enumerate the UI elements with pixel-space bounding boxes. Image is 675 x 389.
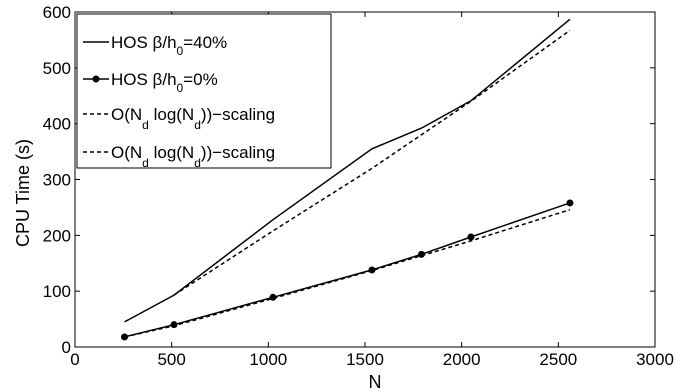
y-tick-label: 100 xyxy=(43,282,71,301)
y-tick-label: 200 xyxy=(43,226,71,245)
legend-label: O(Nd log(Nd))−scaling xyxy=(111,143,275,170)
data-point xyxy=(368,266,376,274)
legend-label: HOS β/h0=40% xyxy=(111,33,227,58)
x-tick-label: 2000 xyxy=(443,350,481,369)
axes: 0 500 1000 1500 2000 2500 3000 0 100 200 300 400 500… xyxy=(43,3,674,369)
y-axis-label: CPU Time (s) xyxy=(13,139,33,247)
x-tick-label: 1500 xyxy=(346,350,384,369)
x-tick-label: 1000 xyxy=(249,350,287,369)
legend-label: O(Nd log(Nd))−scaling xyxy=(111,105,275,132)
data-point xyxy=(120,333,128,341)
legend-marker xyxy=(92,75,100,83)
data-point xyxy=(566,199,574,207)
plot-area xyxy=(120,18,574,341)
y-tick-label: 300 xyxy=(43,171,71,190)
x-tick-label: 3000 xyxy=(636,350,674,369)
series-line-2 xyxy=(124,202,571,338)
legend: HOS β/h0=40% HOS β/h0=0% O(Nd log(Nd))−sca… xyxy=(76,13,332,170)
data-point xyxy=(269,293,277,301)
series-line-4 xyxy=(124,208,571,338)
y-tick-label: 400 xyxy=(43,115,71,134)
data-point xyxy=(417,250,425,258)
legend-box xyxy=(76,13,332,169)
x-tick-label: 0 xyxy=(70,350,79,369)
data-point xyxy=(467,233,475,241)
x-axis-label: N xyxy=(369,372,382,389)
y-tick-label: 500 xyxy=(43,59,71,78)
y-tick-label: 0 xyxy=(62,338,71,357)
x-tick-label: 2500 xyxy=(539,350,577,369)
y-tick-label: 600 xyxy=(43,3,71,22)
series-line-3 xyxy=(173,29,571,296)
data-point xyxy=(170,321,178,329)
legend-label: HOS β/h0=0% xyxy=(111,70,218,95)
x-tick-label: 500 xyxy=(157,350,185,369)
